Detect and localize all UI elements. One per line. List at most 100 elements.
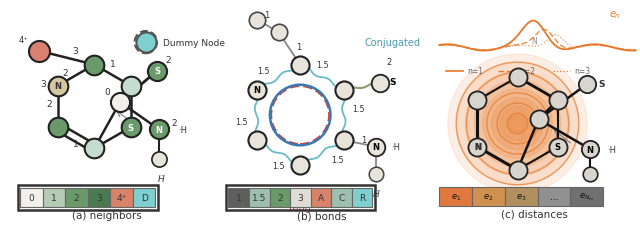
Text: 1: 1: [296, 42, 301, 51]
FancyBboxPatch shape: [111, 188, 133, 207]
Text: S: S: [390, 77, 396, 86]
Point: [53, 84, 63, 88]
FancyBboxPatch shape: [332, 188, 352, 207]
Circle shape: [500, 106, 535, 141]
Point: [534, 118, 544, 122]
Text: (a) neighbors: (a) neighbors: [72, 210, 142, 220]
Point: [472, 145, 483, 149]
Text: R: R: [359, 193, 365, 202]
Point: [371, 173, 381, 176]
Point: [371, 145, 381, 149]
FancyBboxPatch shape: [249, 188, 269, 207]
Point: [154, 158, 164, 162]
Text: $e_3$: $e_3$: [516, 191, 527, 202]
Text: $e_{N_m}$: $e_{N_m}$: [579, 191, 595, 202]
Text: 1.5: 1.5: [316, 61, 328, 70]
Text: N: N: [156, 125, 163, 134]
FancyBboxPatch shape: [440, 187, 472, 206]
Text: (b) bonds: (b) bonds: [297, 210, 346, 220]
Point: [89, 147, 99, 150]
FancyBboxPatch shape: [88, 188, 111, 207]
Point: [125, 126, 136, 130]
FancyBboxPatch shape: [20, 188, 43, 207]
Text: S: S: [555, 143, 561, 152]
Point: [33, 50, 44, 53]
Text: 0: 0: [29, 193, 35, 202]
Text: Ḣ: Ḣ: [372, 189, 380, 198]
Text: Aromatic
Ring: Aromatic Ring: [278, 190, 322, 212]
FancyBboxPatch shape: [310, 188, 332, 207]
Text: 1.5: 1.5: [236, 117, 248, 126]
Text: 3: 3: [96, 193, 102, 202]
Text: $e_1$: $e_1$: [451, 191, 461, 202]
Circle shape: [456, 63, 579, 185]
Text: Ḣ: Ḣ: [587, 189, 593, 198]
Circle shape: [492, 98, 543, 150]
Point: [295, 164, 305, 167]
Point: [53, 126, 63, 130]
Point: [513, 76, 523, 79]
Circle shape: [465, 72, 570, 176]
Text: S: S: [127, 123, 134, 132]
Text: C: C: [339, 193, 345, 202]
Text: ·H: ·H: [607, 145, 616, 154]
Point: [339, 139, 349, 143]
FancyBboxPatch shape: [65, 188, 88, 207]
Point: [552, 145, 563, 149]
Text: 4⁺: 4⁺: [19, 36, 28, 45]
Text: Conjugated: Conjugated: [364, 38, 420, 48]
FancyBboxPatch shape: [505, 187, 538, 206]
Circle shape: [448, 55, 588, 193]
Text: 4⁺: 4⁺: [116, 193, 127, 202]
Point: [125, 84, 136, 88]
FancyBboxPatch shape: [269, 188, 290, 207]
Text: N: N: [474, 143, 481, 152]
Text: 1.5: 1.5: [331, 155, 343, 164]
FancyBboxPatch shape: [352, 188, 372, 207]
FancyBboxPatch shape: [538, 187, 570, 206]
Point: [252, 139, 262, 143]
Point: [295, 64, 305, 67]
Point: [339, 88, 349, 92]
FancyBboxPatch shape: [290, 188, 310, 207]
FancyBboxPatch shape: [133, 188, 156, 207]
Text: 1.5: 1.5: [252, 193, 266, 202]
Point: [115, 101, 125, 105]
Text: N: N: [474, 143, 481, 152]
Text: S: S: [154, 67, 160, 76]
FancyBboxPatch shape: [43, 188, 65, 207]
Point: [513, 168, 523, 172]
Text: 2: 2: [74, 193, 79, 202]
Text: 3: 3: [40, 79, 46, 88]
Text: 1: 1: [109, 60, 115, 69]
Text: ·H: ·H: [391, 143, 400, 152]
Text: 1: 1: [51, 193, 57, 202]
Text: N: N: [586, 145, 593, 154]
Text: 2: 2: [386, 58, 392, 67]
Point: [252, 19, 262, 22]
Text: 1.5: 1.5: [257, 67, 269, 76]
Point: [585, 173, 595, 176]
Point: [141, 41, 151, 45]
Text: ·H: ·H: [179, 125, 188, 134]
Text: 1.5: 1.5: [353, 105, 365, 114]
Text: 2: 2: [277, 193, 283, 202]
Text: 2: 2: [165, 56, 171, 65]
Point: [375, 82, 385, 86]
FancyBboxPatch shape: [570, 187, 603, 206]
Text: Dummy Node: Dummy Node: [163, 38, 225, 47]
Text: 1.5: 1.5: [272, 161, 285, 170]
Text: D: D: [141, 193, 148, 202]
Text: $e_2$: $e_2$: [483, 191, 493, 202]
Text: 0: 0: [104, 87, 110, 96]
Text: 1: 1: [236, 193, 241, 202]
Text: n=2: n=2: [520, 67, 536, 76]
Point: [585, 148, 595, 151]
Circle shape: [483, 89, 552, 159]
Text: n=1: n=1: [467, 67, 483, 76]
Text: N: N: [372, 143, 380, 152]
Text: N: N: [532, 37, 537, 46]
Text: 2: 2: [172, 119, 177, 128]
Point: [274, 31, 284, 35]
Point: [582, 83, 593, 86]
